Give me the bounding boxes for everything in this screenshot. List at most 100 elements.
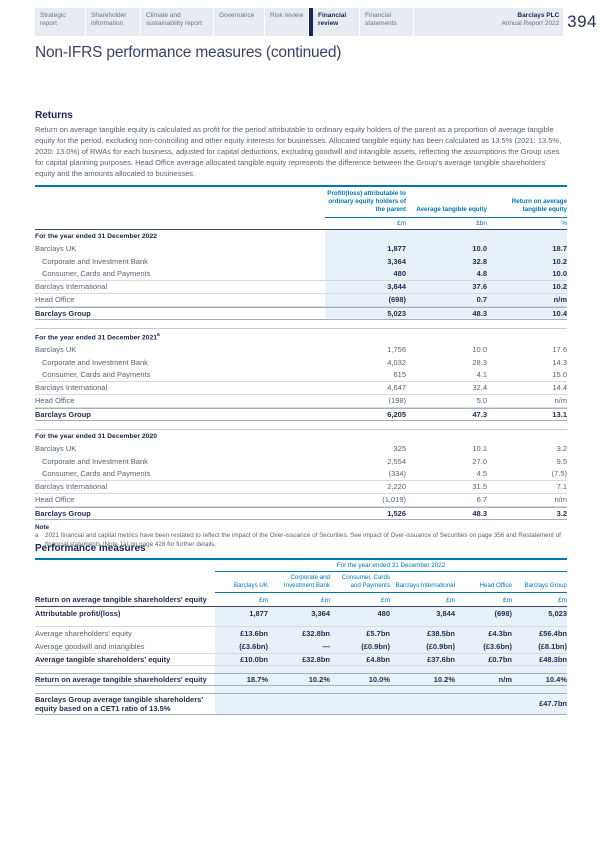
table-row: Barclays Group 5,023 48.3 10.4 (35, 306, 567, 320)
cell-value: £10.0bn (240, 654, 268, 664)
cell-value: 5,023 (387, 308, 406, 318)
cell-value: — (322, 641, 331, 651)
table-row: Barclays Group average tangible sharehol… (35, 692, 567, 715)
brand-subtitle: Annual Report 2022 (501, 20, 560, 28)
performance-units-row: Return on average tangible shareholders'… (35, 593, 567, 607)
unit-label: £m (396, 219, 406, 227)
unit-label: £m (258, 596, 268, 604)
tab-label: Shareholder information (91, 12, 127, 28)
cell-value: 14.4 (552, 383, 567, 393)
cell-value: 10.2 (552, 256, 567, 266)
performance-column-headers-row: Barclays UK Corporate and Investment Bank… (35, 572, 567, 593)
cell-value: 4,647 (387, 383, 406, 393)
table-row: Return on average tangible shareholders'… (35, 672, 567, 686)
cell-value: 10.2 (552, 282, 567, 292)
tab-financial-review[interactable]: Financial review (309, 8, 359, 36)
column-header: Return on average tangible equity (511, 198, 567, 214)
cell-value: £47.7bn (539, 699, 567, 708)
cell-value: n/m (553, 295, 567, 305)
row-label: Return on average tangible shareholders'… (35, 674, 207, 684)
unit-label: £m (445, 596, 455, 604)
row-label: Average tangible shareholders' equity (35, 654, 171, 664)
cell-value: 5.0 (476, 396, 487, 406)
table-row: Corporate and Investment Bank 4,032 28.3 14… (35, 356, 567, 369)
table-row: Barclays UK 1,877 10.0 18.7 (35, 242, 567, 255)
cell-value: (198) (388, 396, 406, 406)
cell-value: 13.1 (552, 409, 567, 419)
table-section: For the year ended 31 December 2022 Barcl… (35, 229, 567, 320)
table-row: Average tangible shareholders' equity £10… (35, 652, 567, 666)
unit-label: % (561, 219, 567, 227)
returns-table-units-row: £m £bn % (35, 218, 567, 230)
unit-label: £m (380, 596, 390, 604)
cell-value: 480 (393, 269, 406, 279)
tab-climate-sustainability[interactable]: Climate and sustainability report (141, 8, 213, 36)
table-row: Corporate and Investment Bank 2,554 27.0 9.… (35, 455, 567, 468)
cell-value: 5,023 (548, 608, 567, 618)
cell-value: n/m (498, 674, 512, 684)
cell-value: n/m (554, 495, 567, 505)
cell-value: (1,019) (382, 495, 406, 505)
column-header: Consumer, Cards and Payments (341, 574, 390, 589)
returns-table-header-row: Profit/(loss) attributable to ordinary e… (35, 187, 567, 218)
cell-value: (£0.9bn) (361, 641, 390, 651)
cell-value: 32.8 (472, 256, 487, 266)
column-header: Barclays UK (233, 581, 268, 589)
returns-intro-paragraph: Return on average tangible equity is cal… (35, 125, 562, 178)
tab-governance[interactable]: Governance (214, 8, 264, 36)
column-header: Average tangible equity (416, 206, 487, 214)
tab-strategic-report[interactable]: Strategic report (35, 8, 85, 36)
row-label: Head Office (35, 396, 75, 406)
row-label: Corporate and Investment Bank (42, 456, 148, 466)
cell-value: 37.6 (472, 282, 487, 292)
cell-value: £4.8bn (366, 654, 390, 664)
table-row: Corporate and Investment Bank 3,364 32.8 10… (35, 255, 567, 268)
cell-value: (£0.9bn) (426, 641, 455, 651)
row-label: Barclays International (35, 383, 108, 393)
table-row: Average goodwill and intangibles (£3.6bn)… (35, 640, 567, 653)
cell-value: 615 (393, 370, 406, 380)
performance-table: For the year ended 31 December 2022 Barc… (35, 558, 567, 715)
cell-value: £32.8bn (302, 628, 330, 638)
table-row: Barclays International 4,647 32.4 14.4 (35, 382, 567, 395)
row-label: Barclays UK (35, 443, 77, 453)
period-label: For the year ended 31 December 2022 (35, 232, 158, 240)
unit-label: £m (557, 596, 567, 604)
performance-table-body: Attributable profit/(loss) 1,877 3,364 480 3… (35, 606, 567, 715)
cell-value: 10.4 (552, 308, 567, 318)
cell-value: (698) (494, 608, 512, 618)
cell-value: 0.7 (476, 295, 487, 305)
column-header: Corporate and Investment Bank (283, 574, 330, 589)
cell-value: 14.3 (552, 357, 567, 367)
cell-value: £5.7bn (366, 628, 390, 638)
tab-risk-review[interactable]: Risk review (265, 8, 308, 36)
cell-value: £0.7bn (488, 654, 512, 664)
row-spacer (35, 620, 567, 627)
cell-value: 10.2% (308, 674, 330, 684)
cell-value: 18.7% (246, 674, 268, 684)
tab-financial-statements[interactable]: Financial statements (360, 8, 413, 36)
tab-label: Financial statements (365, 12, 397, 28)
cell-value: 7.1 (556, 482, 567, 492)
note-text: 2021 financial and capital metrics have … (45, 532, 561, 548)
section-tabs: Strategic report Shareholder information… (35, 8, 564, 36)
row-label: Barclays Group (35, 308, 91, 318)
row-label: Barclays Group (35, 409, 91, 419)
cell-value: 2,554 (387, 456, 406, 466)
cell-value: 9.5 (556, 456, 567, 466)
page-title: Non-IFRS performance measures (continued… (35, 44, 342, 61)
cell-value: 3.2 (556, 443, 567, 453)
table-row: Average shareholders' equity £13.6bn £32.8… (35, 627, 567, 640)
row-label: Barclays International (35, 282, 108, 292)
cell-value: £38.5bn (427, 628, 455, 638)
cell-value: 3,364 (387, 256, 406, 266)
note-heading: Note (35, 523, 49, 531)
returns-table: Profit/(loss) attributable to ordinary e… (35, 185, 567, 520)
period-label: For the year ended 31 December 2020 (35, 432, 158, 440)
tab-shareholder-information[interactable]: Shareholder information (86, 8, 140, 36)
cell-value: n/m (554, 396, 567, 406)
page-number: 394 (567, 12, 597, 31)
row-label: Average goodwill and intangibles (35, 641, 145, 651)
cell-value: 4.5 (476, 469, 487, 479)
row-label: Head Office (35, 295, 75, 305)
